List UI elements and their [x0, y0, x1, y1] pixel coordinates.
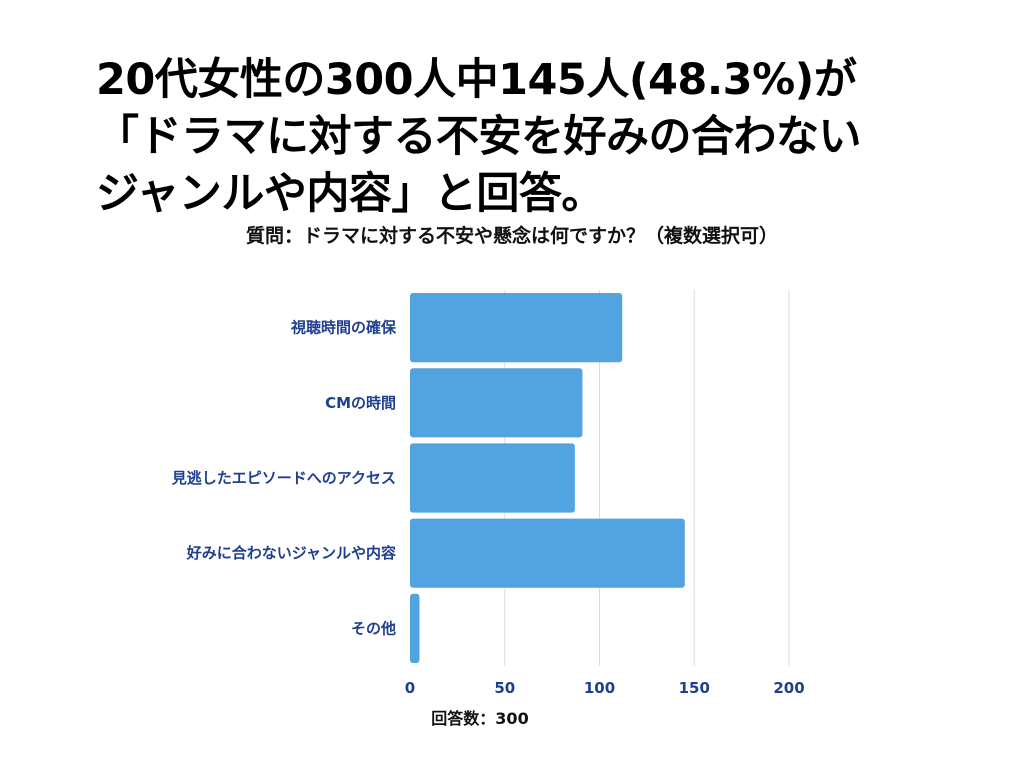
category-labels: 視聴時間の確保 CMの時間見逃したエピソードへのアクセス好みに合わないジャンルや内…	[171, 319, 397, 638]
x-tick-label: 200	[773, 679, 804, 697]
category-label: 視聴時間の確保	[290, 319, 397, 337]
x-tick-label: 150	[679, 679, 710, 697]
x-tick-label: 0	[405, 679, 415, 697]
bar	[410, 368, 583, 438]
tick-labels: 0 50 100 150 200	[405, 679, 805, 697]
category-label: CMの時間	[325, 394, 396, 412]
x-axis-label: 回答数：300	[431, 709, 529, 728]
bar	[410, 293, 623, 363]
x-tick-label: 50	[494, 679, 515, 697]
headline: 20代女性の300人中145人(48.3%)が 「ドラマに対する不安を好みの合わ…	[96, 55, 862, 219]
bars	[410, 293, 685, 663]
chart-title: 質問：ドラマに対する不安や懸念は何ですか？（複数選択可）	[245, 225, 778, 247]
x-tick-label: 100	[584, 679, 615, 697]
category-label: その他	[351, 619, 396, 637]
bar	[410, 518, 685, 588]
bar	[410, 443, 575, 513]
bar	[410, 593, 420, 663]
category-label: 見逃したエピソードへのアクセス	[171, 469, 396, 487]
category-label: 好みに合わないジャンルや内容	[186, 544, 396, 562]
